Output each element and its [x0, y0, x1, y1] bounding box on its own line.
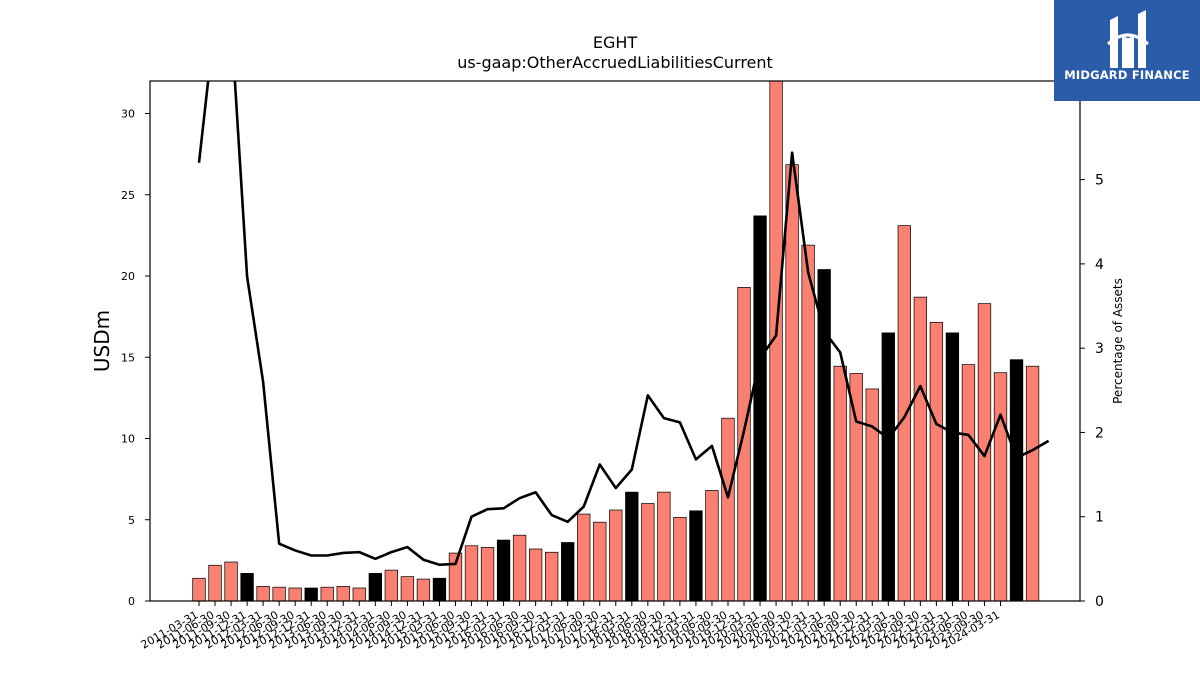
- x-axis: 2011-03-312011-06-302011-09-302011-12-31…: [139, 601, 1002, 652]
- bar: [641, 503, 655, 601]
- bar: [961, 364, 976, 601]
- bar: [977, 303, 992, 601]
- bar: [240, 573, 254, 601]
- chart-subtitle: us-gaap:OtherAccruedLiabilitiesCurrent: [457, 53, 773, 72]
- bar: [753, 215, 767, 601]
- y2-tick-label: 5: [1095, 173, 1104, 189]
- bar: [528, 548, 543, 601]
- bar: [320, 586, 334, 601]
- bar: [256, 586, 270, 601]
- line-series: [197, 81, 1050, 567]
- midgard-finance-logo: MIDGARD FINANCE: [1054, 0, 1200, 101]
- y-axis-right: 0123456: [1080, 88, 1104, 610]
- bar: [609, 509, 623, 601]
- y-axis-right-label: Percentage of Assets: [1111, 278, 1125, 404]
- bar: [352, 587, 366, 601]
- bar: [689, 510, 703, 601]
- logo-text: MIDGARD FINANCE: [1064, 68, 1190, 82]
- plot-frame: [149, 80, 1081, 602]
- bar: [673, 516, 687, 601]
- y-tick-label: 15: [121, 351, 135, 364]
- y2-tick-label: 0: [1095, 594, 1104, 610]
- bar: [464, 545, 479, 601]
- bar: [224, 561, 238, 601]
- y2-tick-label: 4: [1095, 257, 1104, 273]
- bar: [817, 269, 831, 601]
- y-tick-label: 10: [121, 433, 135, 446]
- bar: [384, 569, 399, 601]
- line-percentage-of-assets: [197, 81, 1050, 567]
- y-axis-left: 0 5 10 15 20 25 30: [121, 108, 150, 608]
- y2-tick-label: 3: [1095, 341, 1104, 357]
- bar: [929, 321, 944, 601]
- chart-title: EGHT: [593, 33, 638, 52]
- y2-tick-label: 2: [1095, 425, 1104, 441]
- bar: [480, 547, 495, 601]
- midgard-logo-icon: [1106, 10, 1150, 68]
- bar: [993, 372, 1008, 601]
- bar: [336, 586, 350, 601]
- bar: [545, 551, 559, 601]
- bar: [833, 365, 847, 601]
- bar: [865, 388, 879, 601]
- bar: [801, 244, 815, 601]
- bar-series: [192, 81, 1040, 601]
- bar: [192, 577, 206, 601]
- y-tick-label: 0: [128, 595, 135, 608]
- bar: [721, 417, 735, 601]
- bar: [416, 578, 431, 601]
- y-tick-label: 20: [121, 270, 135, 283]
- bar: [737, 287, 751, 601]
- bar: [1009, 359, 1024, 601]
- bar: [512, 534, 527, 601]
- y-tick-label: 5: [128, 514, 135, 527]
- bar: [496, 539, 511, 601]
- bar: [657, 491, 671, 601]
- y-tick-label: 25: [121, 189, 135, 202]
- y2-tick-label: 1: [1095, 510, 1104, 526]
- bar: [849, 373, 863, 601]
- bar: [1025, 365, 1040, 601]
- bar: [208, 564, 222, 601]
- bar: [272, 586, 286, 601]
- bar: [432, 577, 447, 601]
- bar: [577, 513, 591, 601]
- bar: [769, 81, 783, 601]
- y-axis-left-label: USDm: [90, 310, 114, 372]
- bar: [945, 332, 960, 601]
- bar: [561, 542, 575, 601]
- bar: [625, 491, 639, 601]
- bar: [304, 587, 318, 601]
- bar: [913, 296, 927, 601]
- bar: [881, 332, 895, 601]
- bar: [705, 490, 719, 601]
- bar: [400, 576, 415, 601]
- bar: [288, 587, 302, 601]
- bar: [785, 164, 799, 601]
- y-tick-label: 30: [121, 108, 135, 121]
- bar: [897, 225, 911, 601]
- bar: [368, 573, 382, 601]
- bar: [593, 521, 607, 601]
